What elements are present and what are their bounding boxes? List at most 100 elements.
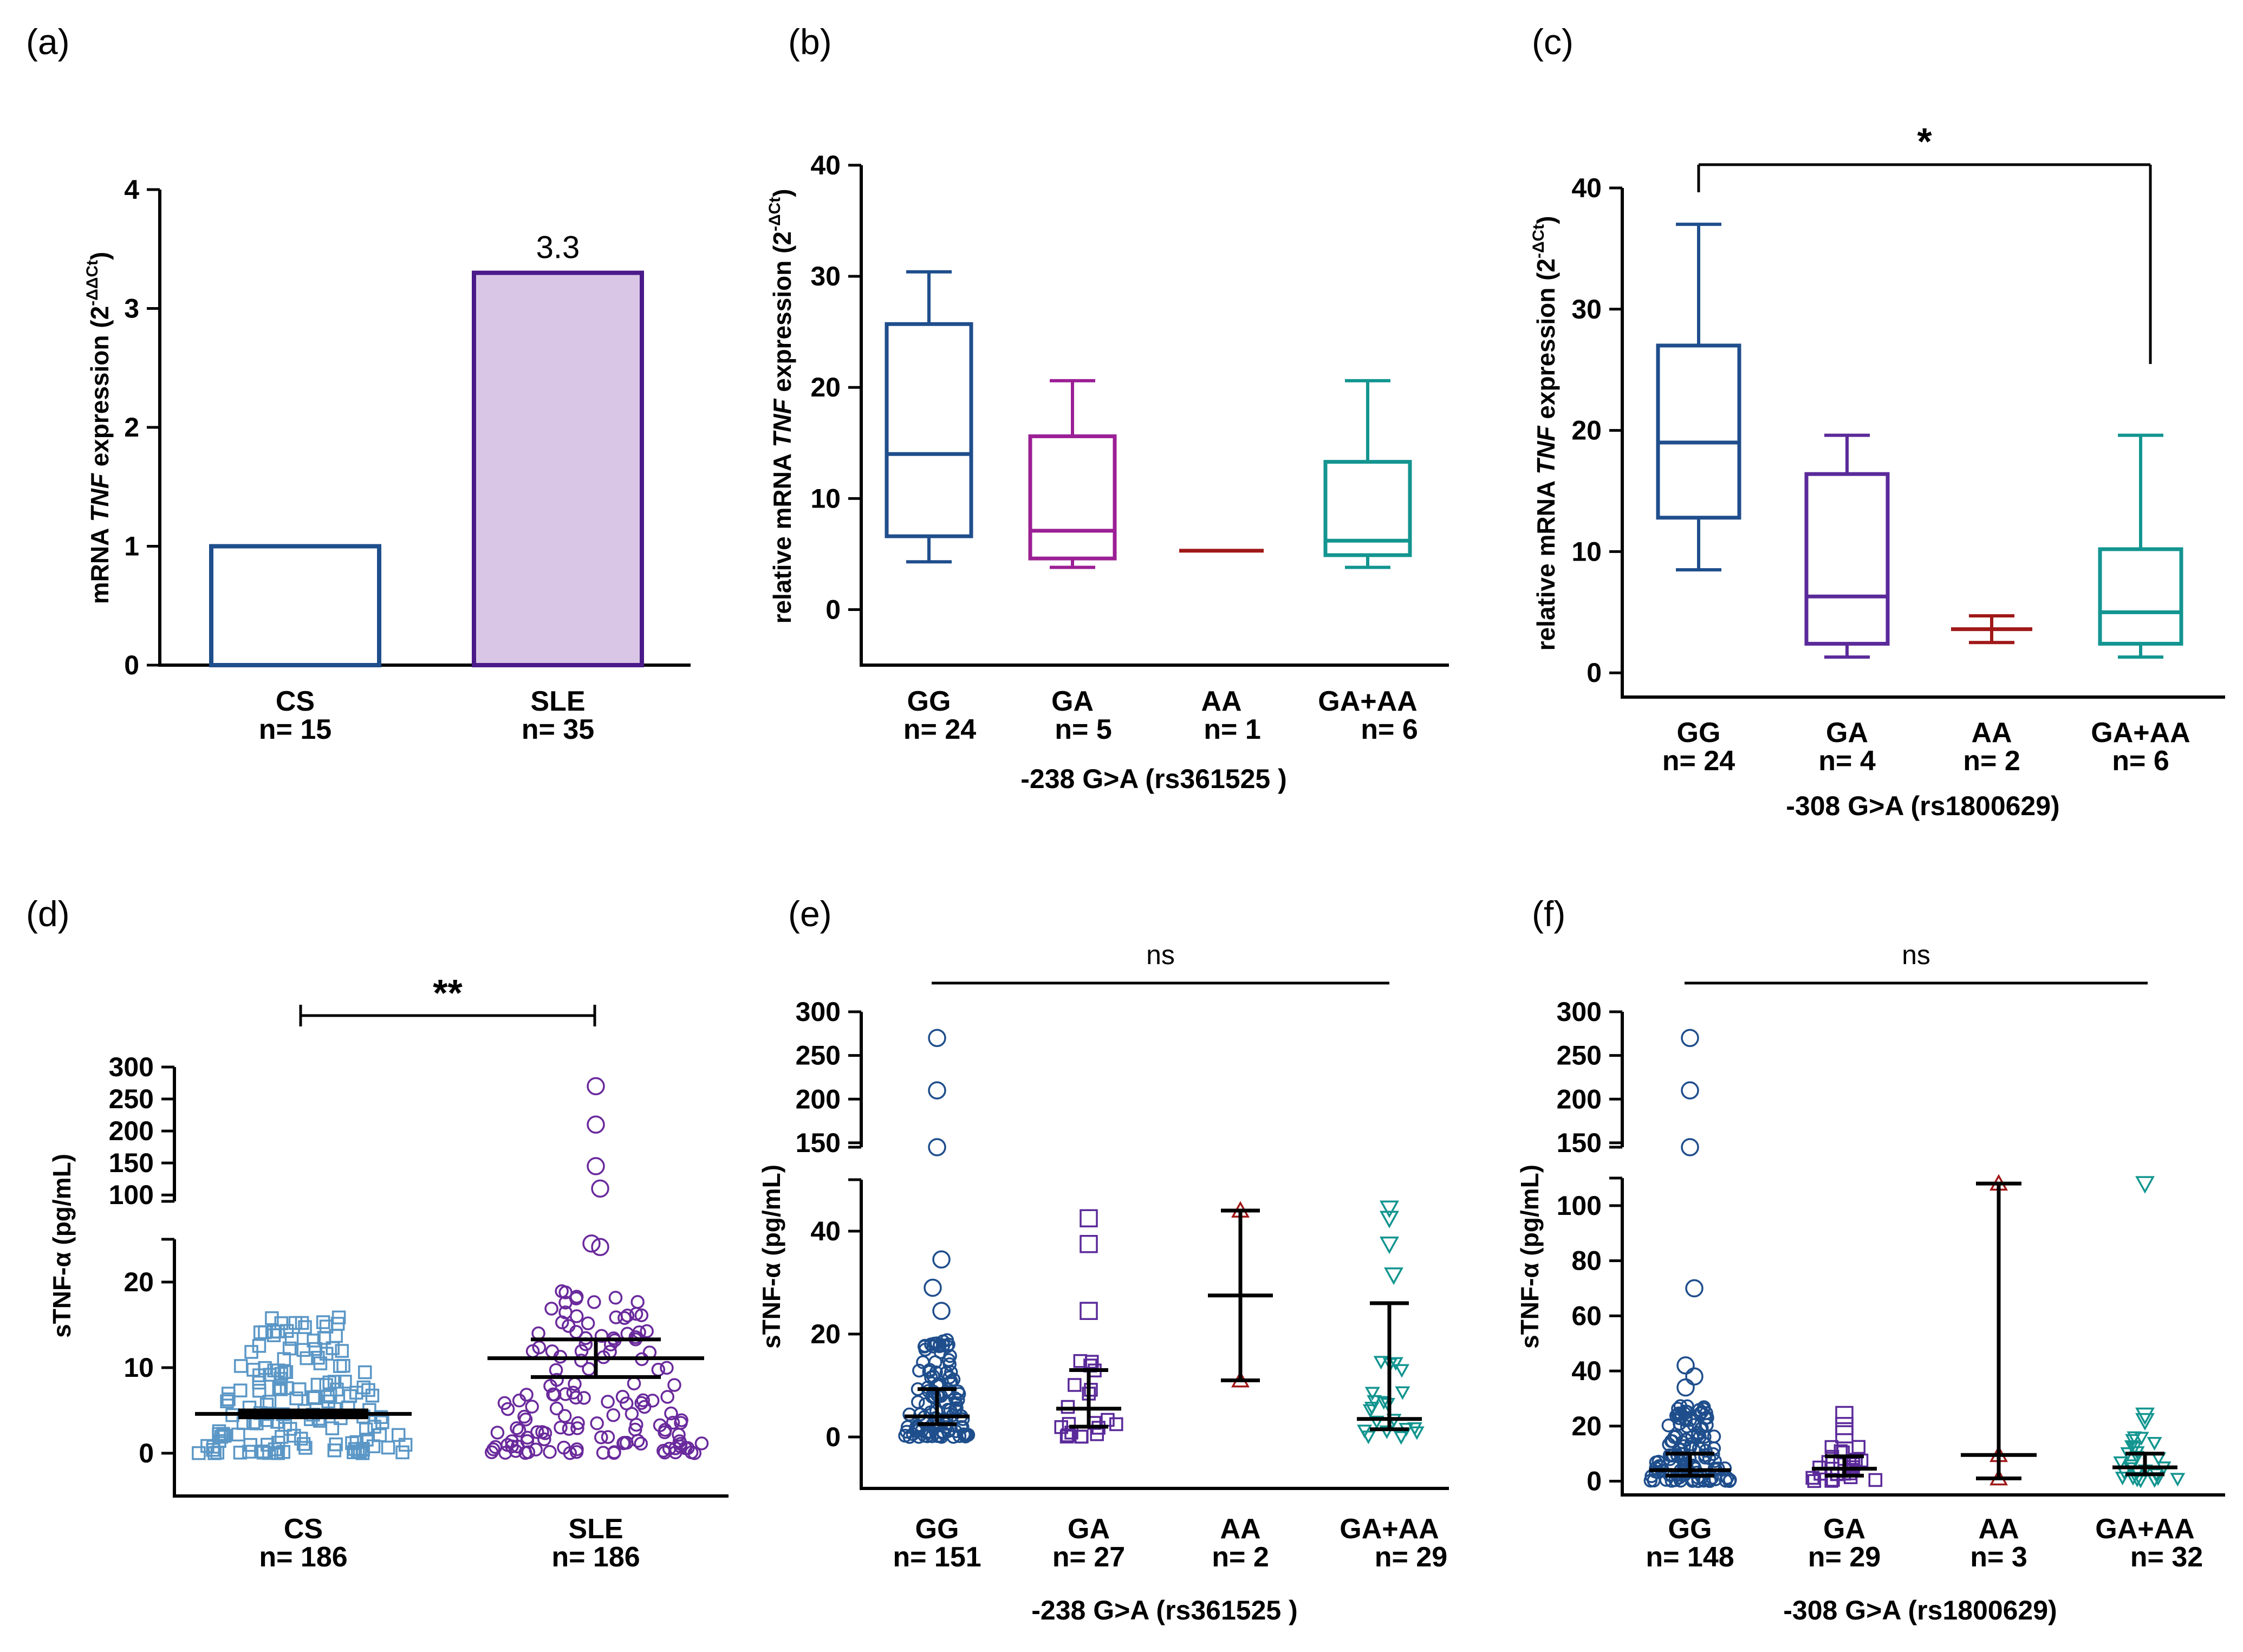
x-axis-title-f: -308 G>A (rs1800629): [1783, 1595, 2057, 1625]
data-point: [500, 1438, 515, 1452]
data-point: [2135, 1176, 2155, 1194]
data-point: [628, 1422, 642, 1437]
data-point: [594, 1329, 609, 1343]
y-axis-title-f: sTNF-α (pg/mL): [1516, 1165, 1544, 1349]
data-point: [269, 1446, 284, 1460]
data-point: [1080, 1235, 1098, 1253]
data-point: [220, 1394, 234, 1409]
data-point: [221, 1387, 236, 1401]
category-n: n= 29: [1808, 1542, 1881, 1573]
data-point: [1369, 1415, 1384, 1429]
y-tick-label: 30: [1571, 294, 1602, 324]
data-point: [1824, 1440, 1839, 1454]
bar-sle: [472, 270, 644, 667]
data-point: [1676, 1378, 1695, 1397]
data-point: [283, 1422, 297, 1436]
data-point: [258, 1361, 272, 1375]
data-point: [2115, 1472, 2130, 1486]
data-point: [490, 1426, 505, 1440]
data-point: [664, 1406, 678, 1421]
category-n: n= 35: [522, 714, 594, 745]
data-point: [630, 1295, 645, 1309]
data-point: [591, 1179, 609, 1198]
x-axis-title-b: -238 G>A (rs361525 ): [1020, 764, 1287, 794]
y-tick-label: 150: [109, 1148, 154, 1178]
category-n: n= 148: [1646, 1542, 1734, 1573]
ylabel-part: ): [86, 252, 114, 260]
category-label: CS: [284, 1513, 323, 1545]
category-n: n= 24: [903, 714, 976, 745]
data-point: [570, 1421, 584, 1435]
category-n: n= 15: [259, 714, 331, 745]
data-point: [1835, 1425, 1854, 1443]
data-point: [498, 1446, 512, 1460]
data-point: [555, 1315, 569, 1330]
ylabel-part: TNF: [768, 398, 796, 447]
y-tick-label: 0: [825, 1422, 841, 1452]
data-point: [1868, 1473, 1883, 1487]
data-point: [2125, 1434, 2141, 1448]
category-label: GG: [915, 1513, 959, 1545]
data-point: [288, 1316, 303, 1330]
data-point: [582, 1362, 596, 1376]
data-point: [928, 1081, 946, 1100]
data-point: [571, 1416, 585, 1430]
y-tick-label: 20: [810, 372, 841, 402]
y-tick-label: 250: [109, 1084, 154, 1114]
category-n: n= 4: [1818, 745, 1876, 777]
group-ga-aa: [2113, 1176, 2186, 1488]
data-point: [557, 1409, 572, 1423]
data-point: [566, 1386, 581, 1400]
data-point: [233, 1383, 248, 1397]
data-point: [300, 1351, 314, 1365]
y-tick-label: 300: [796, 997, 841, 1027]
panel-label-f: (f): [1532, 894, 1565, 934]
data-point: [569, 1445, 584, 1459]
y-tick-label: 200: [796, 1084, 841, 1114]
data-point: [1681, 1029, 1699, 1048]
data-point: [951, 1384, 965, 1399]
data-point: [1672, 1406, 1686, 1421]
y-tick-label: 20: [1571, 415, 1602, 446]
data-point: [505, 1434, 519, 1448]
y-tick-label: 4: [124, 174, 139, 205]
bar-cs: [209, 544, 381, 667]
data-point: [678, 1441, 693, 1455]
data-point: [192, 1446, 206, 1460]
data-point: [568, 1377, 582, 1391]
data-point: [587, 1295, 601, 1309]
data-point: [2134, 1432, 2149, 1446]
data-point: [569, 1309, 584, 1323]
data-point: [1694, 1422, 1708, 1436]
data-point: [900, 1425, 914, 1439]
data-point: [258, 1325, 272, 1339]
data-point: [601, 1430, 615, 1444]
data-point: [587, 1115, 605, 1134]
data-point: [329, 1329, 343, 1343]
data-point: [1685, 1279, 1704, 1298]
data-point: [634, 1308, 649, 1323]
data-point: [928, 1355, 942, 1369]
category-label: CS: [276, 686, 315, 717]
y-tick-label: 100: [1557, 1191, 1602, 1221]
data-point: [958, 1429, 973, 1443]
data-point: [1380, 1237, 1399, 1254]
y-tick-label: 10: [123, 1352, 154, 1383]
category-n: n= 24: [1662, 745, 1735, 777]
data-point: [544, 1302, 558, 1316]
data-point: [518, 1413, 533, 1427]
data-point: [310, 1377, 325, 1392]
significance-marker: *: [1917, 120, 1932, 162]
data-point: [1075, 1429, 1089, 1444]
data-point: [563, 1446, 577, 1460]
data-point: [381, 1440, 395, 1455]
category-label: GA: [1051, 686, 1094, 717]
data-point: [554, 1420, 568, 1435]
data-point: [1835, 1406, 1854, 1425]
y-tick-label: 40: [1571, 1356, 1602, 1386]
category-label: GA: [1826, 717, 1868, 749]
data-point: [333, 1359, 347, 1373]
data-point: [582, 1234, 601, 1253]
panel-label-b: (b): [788, 22, 832, 62]
